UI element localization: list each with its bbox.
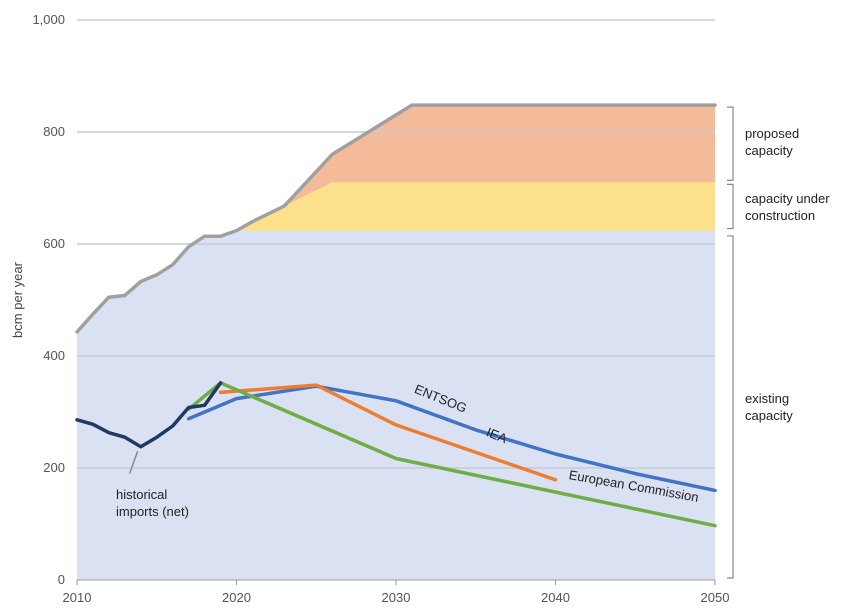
series-lines [75,103,717,528]
x-tick-label: 2030 [382,590,411,605]
area-fill-existing-capacity [77,230,715,580]
label-existing-capacity: existing [745,391,789,406]
x-tick-label: 2020 [222,590,251,605]
x-tick-label: 2050 [701,590,730,605]
label-iea: IEA [484,424,509,446]
y-tick-label: 800 [43,124,65,139]
total-capacity-line [75,103,717,334]
y-axis-label: bcm per year [10,261,25,338]
y-tick-label: 0 [58,572,65,587]
label-proposed-capacity: capacity [745,143,793,158]
bracket-proposed [727,106,734,181]
historical-pointer-line [128,450,139,474]
label-historical-imports: historical [116,487,167,502]
label-capacity-under-construction: construction [745,208,815,223]
series-line-historical-imports-net [75,381,223,449]
bracket-construction [727,183,734,230]
y-tick-label: 400 [43,348,65,363]
bracket-existing [727,235,734,579]
y-tick-label: 200 [43,460,65,475]
y-tick-label: 600 [43,236,65,251]
label-proposed-capacity: proposed [745,126,799,141]
capacity-layers [77,105,715,580]
label-capacity-under-construction: capacity under [745,191,830,206]
label-existing-capacity: capacity [745,408,793,423]
series-line-iea [218,383,558,482]
y-tick-label: 1,000 [32,12,65,27]
series-line-european-commission [186,381,717,528]
x-tick-label: 2040 [541,590,570,605]
label-historical-imports: imports (net) [116,504,189,519]
axes: 0 200 400 600 800 1,000 2010 2020 2030 2040 2050 bc… [10,12,729,605]
gridlines [77,19,715,469]
x-tick-label: 2010 [63,590,92,605]
